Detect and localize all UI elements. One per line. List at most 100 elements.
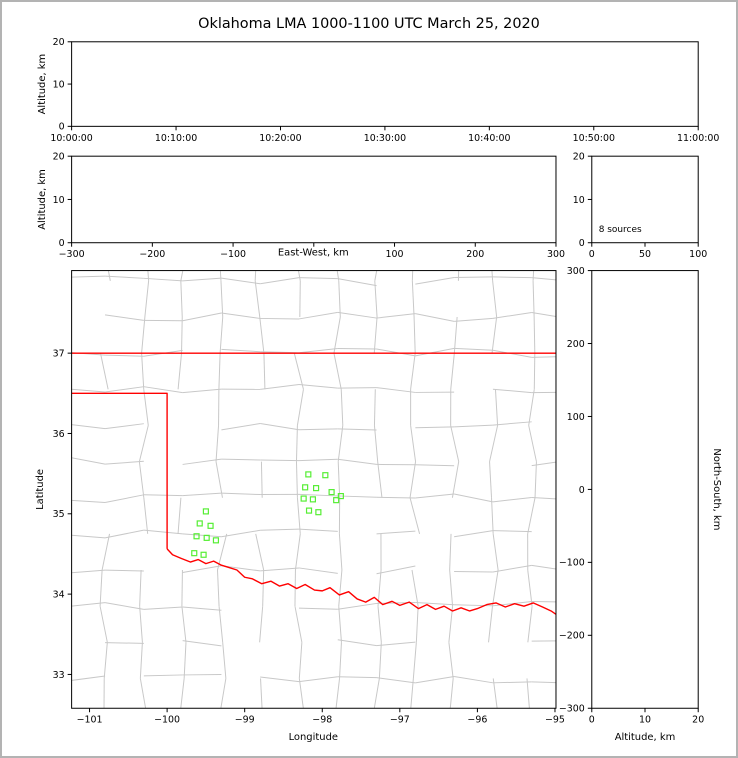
county-line: [143, 494, 183, 497]
x-tick-label: −98: [312, 715, 332, 726]
county-line: [374, 280, 378, 318]
county-line: [493, 244, 532, 246]
county-line: [570, 352, 609, 356]
y-tick-label: 200: [567, 339, 585, 350]
county-line: [260, 676, 300, 683]
panel-frame: [71, 41, 699, 127]
county-line: [71, 424, 106, 430]
y-tick-label: 20: [53, 37, 65, 48]
county-line: [71, 275, 106, 278]
lma-source-point: [212, 537, 220, 544]
county-line: [71, 388, 106, 393]
lma-source-point: [207, 522, 214, 529]
x-tick-label: 50: [639, 249, 651, 260]
county-line: [492, 530, 532, 533]
county-line: [298, 528, 338, 532]
county-line: [527, 497, 536, 534]
x-tick-label: 10: [639, 715, 651, 726]
county-line: [491, 270, 494, 281]
county-line: [298, 348, 338, 354]
county-line: [376, 641, 416, 647]
county-line: [604, 317, 609, 353]
x-tick-label: 10:10:00: [155, 133, 197, 144]
county-line: [411, 280, 415, 318]
county-line: [376, 313, 416, 319]
county-line: [221, 529, 261, 538]
county-line: [294, 533, 301, 571]
lma-source-point: [337, 492, 344, 500]
county-line: [182, 640, 222, 647]
county-line: [491, 497, 494, 534]
oklahoma-state-border: [71, 352, 556, 615]
panel-frame: [71, 155, 557, 244]
county-line: [410, 353, 416, 390]
county-line: [335, 678, 341, 709]
y-tick-label: 33: [53, 670, 65, 681]
time-height-ticks: 10:00:00 10:10:00 10:20:00 10:30:00 10:40:00…: [50, 37, 719, 144]
county-line: [105, 460, 144, 465]
county-line: [489, 425, 499, 462]
county-line: [104, 423, 144, 430]
x-tick-label: 0: [589, 715, 595, 726]
county-line: [531, 601, 556, 603]
county-line: [610, 281, 614, 317]
county-line: [67, 570, 68, 606]
county-line: [611, 498, 613, 534]
county-line: [415, 313, 455, 322]
county-line: [568, 281, 575, 317]
county-line: [260, 710, 299, 717]
y-tick-label: −300: [559, 704, 585, 715]
county-line: [260, 461, 263, 498]
county-line: [527, 569, 533, 607]
x-tick-label: 11:00:00: [677, 133, 719, 144]
county-line: [338, 569, 343, 607]
county-line: [337, 428, 377, 431]
county-line: [254, 280, 261, 318]
histogram-ticks: 0 50 100 0 10 20: [573, 152, 707, 261]
county-line: [492, 280, 498, 318]
county-line: [528, 425, 537, 462]
county-line: [71, 675, 106, 681]
county-line: [415, 601, 455, 606]
x-tick-label: 10:20:00: [259, 133, 301, 144]
lma-source-point: [313, 485, 320, 492]
y-axis-label: Latitude: [35, 469, 46, 510]
county-line: [533, 353, 536, 390]
county-line: [454, 570, 493, 573]
county-line: [570, 389, 609, 392]
county-line: [337, 676, 377, 679]
x-tick-label: 10:50:00: [573, 133, 615, 144]
county-line: [454, 604, 493, 607]
county-line: [612, 245, 614, 281]
x-tick-label: 100: [689, 249, 707, 260]
county-line: [570, 498, 609, 500]
county-line: [376, 565, 416, 575]
county-line: [105, 275, 144, 279]
county-line: [222, 642, 227, 679]
county-line: [569, 353, 573, 389]
county-line: [262, 570, 265, 607]
county-line: [104, 386, 144, 393]
county-line: [105, 569, 144, 572]
county-line: [415, 426, 455, 429]
panel-frame: [71, 270, 557, 709]
county-line: [182, 277, 222, 282]
lma-source-point: [193, 533, 200, 540]
county-line: [376, 496, 416, 499]
county-line: [260, 384, 300, 390]
lma-source-point: [302, 484, 309, 491]
county-line: [99, 569, 103, 607]
lma-source-point: [328, 489, 335, 496]
county-line: [531, 496, 556, 500]
county-line: [532, 270, 535, 281]
county-line: [65, 281, 68, 317]
county-line: [612, 425, 614, 461]
county-line: [298, 458, 338, 462]
county-line: [531, 461, 556, 467]
county-line: [491, 316, 498, 354]
y-tick-label: 0: [579, 485, 585, 496]
county-line: [454, 347, 493, 351]
county-line: [531, 564, 556, 570]
county-line: [415, 276, 455, 285]
county-line: [611, 606, 613, 642]
